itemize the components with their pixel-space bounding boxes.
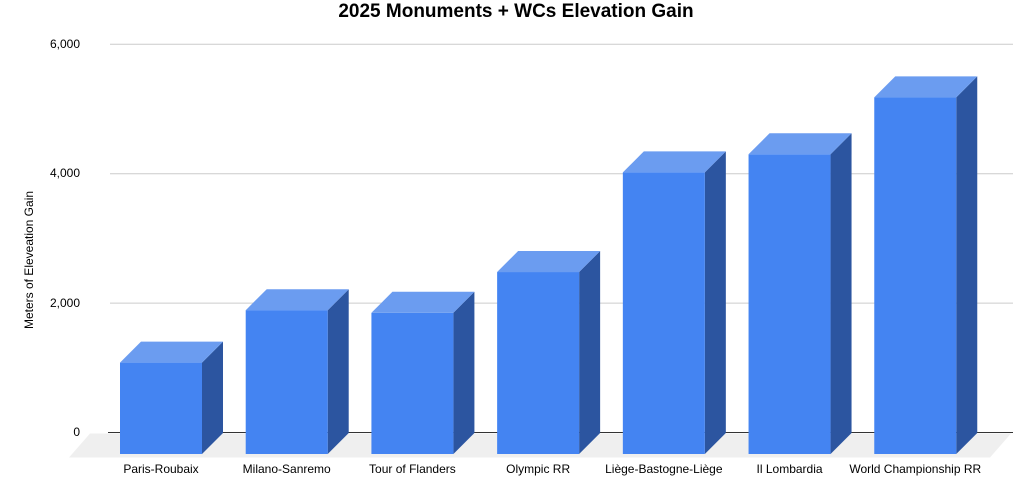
bar-side-face: [327, 289, 349, 454]
y-tick-label-6000: 6,000: [49, 36, 80, 51]
bar-il-lombardia: [748, 133, 852, 455]
x-axis-label-tour-of-flanders: Tour of Flanders: [369, 462, 456, 476]
bar-front-face: [120, 362, 202, 454]
bar-liege-bastogne-liege: [622, 151, 726, 454]
bar-top-face: [371, 291, 475, 313]
bar-front-face: [371, 312, 454, 454]
y-tick-label-0: 0: [73, 425, 80, 439]
y-tick-label-4000: 4,000: [49, 166, 80, 181]
bar-top-face: [748, 133, 852, 155]
x-axis-label-world-championship-rr: World Championship RR: [849, 462, 982, 476]
bar-paris-roubaix: [120, 341, 223, 454]
chart-title: 2025 Monuments + WCs Elevation Gain: [338, 1, 694, 22]
bar-front-face: [245, 310, 328, 454]
bar-top-face: [497, 251, 601, 273]
bar-top-face: [874, 76, 978, 98]
bar-side-face: [453, 291, 475, 454]
bar-olympic-rr: [497, 251, 601, 454]
bar-front-face: [497, 272, 580, 454]
bar-top-face: [622, 151, 726, 173]
bar-tour-of-flanders: [371, 291, 475, 454]
x-axis-label-liege-bastogne-liege: Liège-Bastogne-Liège: [605, 462, 723, 476]
bar-milano-sanremo: [245, 289, 349, 454]
x-axis-label-il-lombardia: Il Lombardia: [756, 462, 823, 476]
bar-side-face: [579, 251, 601, 454]
bar-side-face: [202, 341, 223, 454]
bar-side-face: [956, 76, 978, 454]
bar-side-face: [830, 133, 852, 455]
bar-top-face: [245, 289, 349, 311]
bar-front-face: [874, 97, 957, 454]
bar-front-face: [748, 154, 831, 455]
bar-side-face: [704, 151, 726, 454]
x-axis-label-paris-roubaix: Paris-Roubaix: [123, 462, 199, 476]
y-tick-label-2000: 2,000: [49, 295, 80, 310]
x-axis-label-olympic-rr: Olympic RR: [506, 462, 571, 476]
x-axis-label-milano-sanremo: Milano-Sanremo: [242, 462, 331, 476]
bar-front-face: [622, 172, 705, 454]
bar-top-face: [120, 341, 223, 363]
bar-world-championship-rr: [874, 76, 978, 454]
